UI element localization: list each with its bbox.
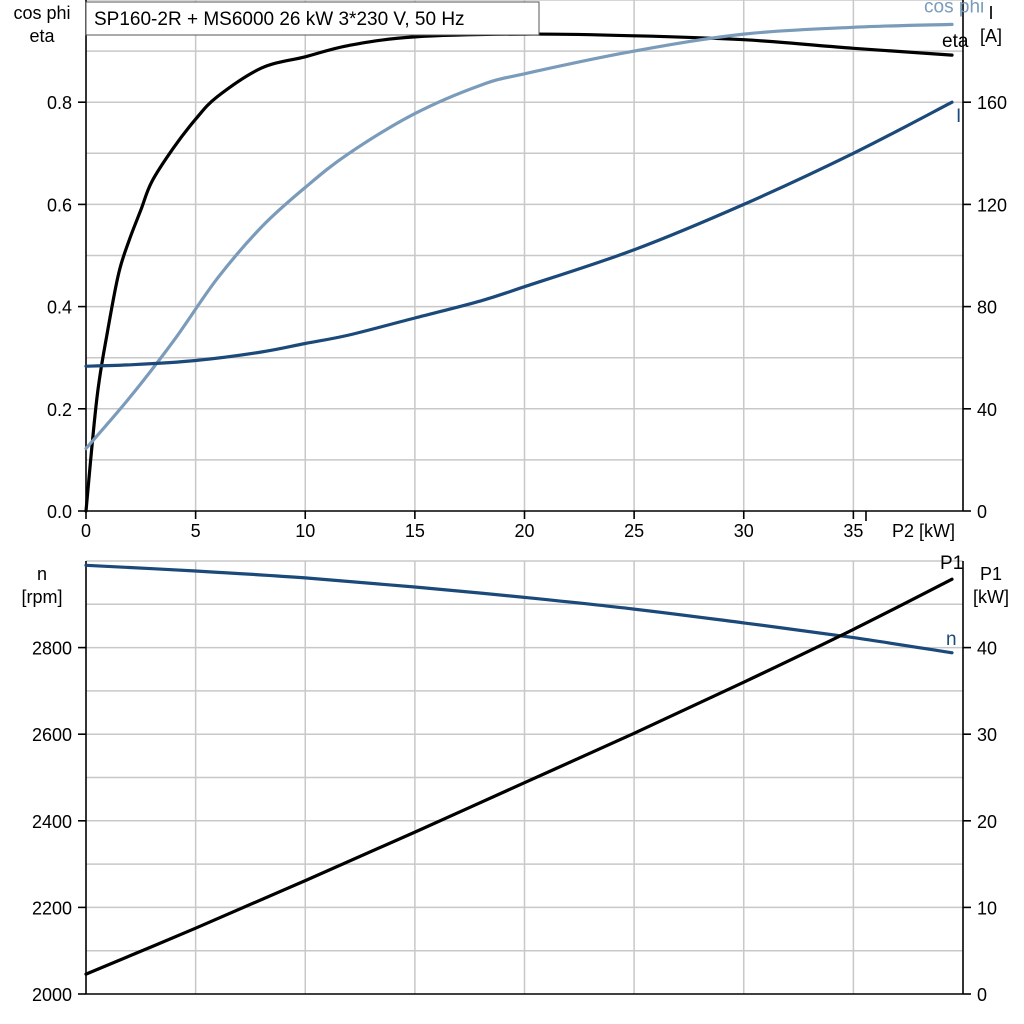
series-line-i — [84, 100, 954, 368]
x-tick-label: 35 — [843, 521, 863, 541]
series-label-i: I — [956, 106, 961, 127]
x-tick-label: 5 — [191, 521, 201, 541]
left-axis-label-line2: eta — [29, 26, 55, 46]
left-axis-label-line1: n — [37, 564, 47, 584]
right-tick-label: 80 — [977, 298, 997, 318]
left-tick-label: 2400 — [32, 812, 72, 832]
right-tick-label: 40 — [977, 400, 997, 420]
right-axis-label-line2: [kW] — [973, 587, 1009, 607]
series-label-cos-phi: cos phi — [924, 0, 984, 17]
left-tick-label: 0.8 — [47, 93, 72, 113]
x-tick-label: 0 — [81, 521, 91, 541]
series-line-p1 — [84, 577, 954, 976]
curves — [84, 22, 954, 976]
left-tick-label: 2200 — [32, 898, 72, 918]
chart-title-box — [85, 1, 540, 36]
chart-title: SP160-2R + MS6000 26 kW 3*230 V, 50 Hz — [94, 9, 465, 30]
left-axis-label-line1: cos phi — [13, 3, 70, 23]
left-tick-label: 2600 — [32, 725, 72, 745]
right-tick-label: 20 — [977, 812, 997, 832]
x-tick-label: 15 — [405, 521, 425, 541]
right-tick-label: 30 — [977, 725, 997, 745]
x-tick-label: 10 — [295, 521, 315, 541]
left-tick-label: 0.2 — [47, 400, 72, 420]
left-axis-label-line2: [rpm] — [21, 587, 62, 607]
right-axis-label-line2: [A] — [980, 26, 1002, 46]
left-tick-label: 2000 — [32, 985, 72, 1005]
right-tick-label: 10 — [977, 898, 997, 918]
right-tick-label: 0 — [977, 985, 987, 1005]
right-tick-label: 160 — [977, 93, 1007, 113]
x-tick-label: 25 — [624, 521, 644, 541]
series-line-n — [84, 563, 954, 655]
grid-lines — [86, 0, 963, 994]
left-tick-label: 0.0 — [47, 502, 72, 522]
left-tick-label: 0.4 — [47, 298, 72, 318]
axes — [78, 0, 971, 995]
series-line-eta — [84, 32, 954, 513]
left-tick-label: 0.6 — [47, 195, 72, 215]
series-line-cos-phi — [84, 22, 954, 451]
series-label-p1: P1 — [940, 553, 963, 574]
x-tick-label: 20 — [514, 521, 534, 541]
right-tick-label: 0 — [977, 502, 987, 522]
x-tick-label: 30 — [734, 521, 754, 541]
x-axis-label: P2 [kW] — [892, 521, 955, 541]
labels: 0.0 0.2 0.4 0.6 0.8 0 40 80 120 160 cos phi eta I [A]… — [13, 0, 1009, 1005]
series-label-n: n — [946, 629, 957, 650]
series-label-eta: eta — [942, 31, 969, 52]
right-axis-label-line1: I — [988, 3, 993, 23]
right-tick-label: 40 — [977, 639, 997, 659]
right-axis-label-line1: P1 — [980, 564, 1002, 584]
left-tick-label: 2800 — [32, 639, 72, 659]
right-tick-label: 120 — [977, 195, 1007, 215]
